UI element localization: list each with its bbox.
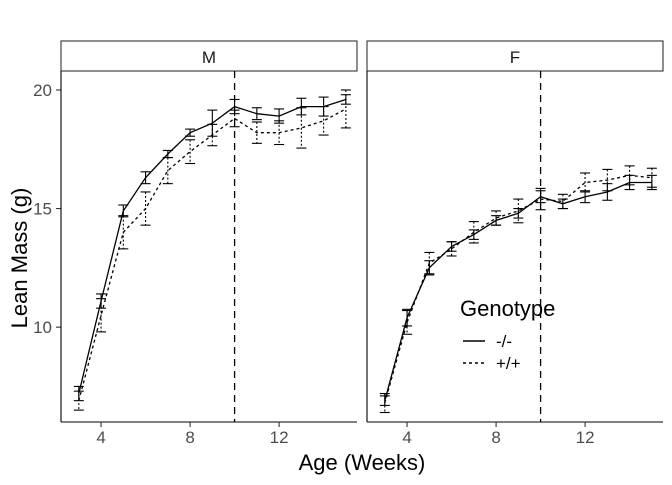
x-tick-label: 8 [491, 428, 500, 447]
panel-m: M 4 8 12 [60, 40, 358, 447]
series-line [384, 181, 652, 401]
series-line [78, 108, 347, 401]
x-tick-label: 12 [576, 428, 595, 447]
facet-strip [366, 40, 664, 72]
series-line [78, 98, 347, 394]
x-axis-title: Age (Weeks) [299, 450, 426, 475]
y-tick-label: 10 [33, 318, 52, 337]
legend-label: -/- [496, 332, 512, 351]
chart-marks: 10 15 20 M 4 8 12 F 4 8 12 Genotype -/- +/+ [33, 40, 664, 447]
facet-strip-label: M [202, 48, 216, 67]
y-tick-label: 20 [33, 81, 52, 100]
x-tick-label: 4 [402, 428, 411, 447]
y-tick-label: 15 [33, 200, 52, 219]
x-tick-label: 4 [96, 428, 105, 447]
y-axis-title: Lean Mass (g) [7, 188, 32, 329]
facet-strip-label: F [510, 48, 520, 67]
facet-strip [60, 40, 358, 72]
legend-title: Genotype [460, 296, 555, 321]
series-line [384, 174, 652, 404]
series-plus-plus [73, 89, 351, 411]
panel-f: F 4 8 12 [366, 40, 664, 447]
legend-label: +/+ [496, 354, 521, 373]
series-plus-plus [379, 165, 657, 414]
x-tick-label: 8 [185, 428, 194, 447]
x-tick-label: 12 [270, 428, 289, 447]
legend: Genotype -/- +/+ [460, 296, 555, 373]
